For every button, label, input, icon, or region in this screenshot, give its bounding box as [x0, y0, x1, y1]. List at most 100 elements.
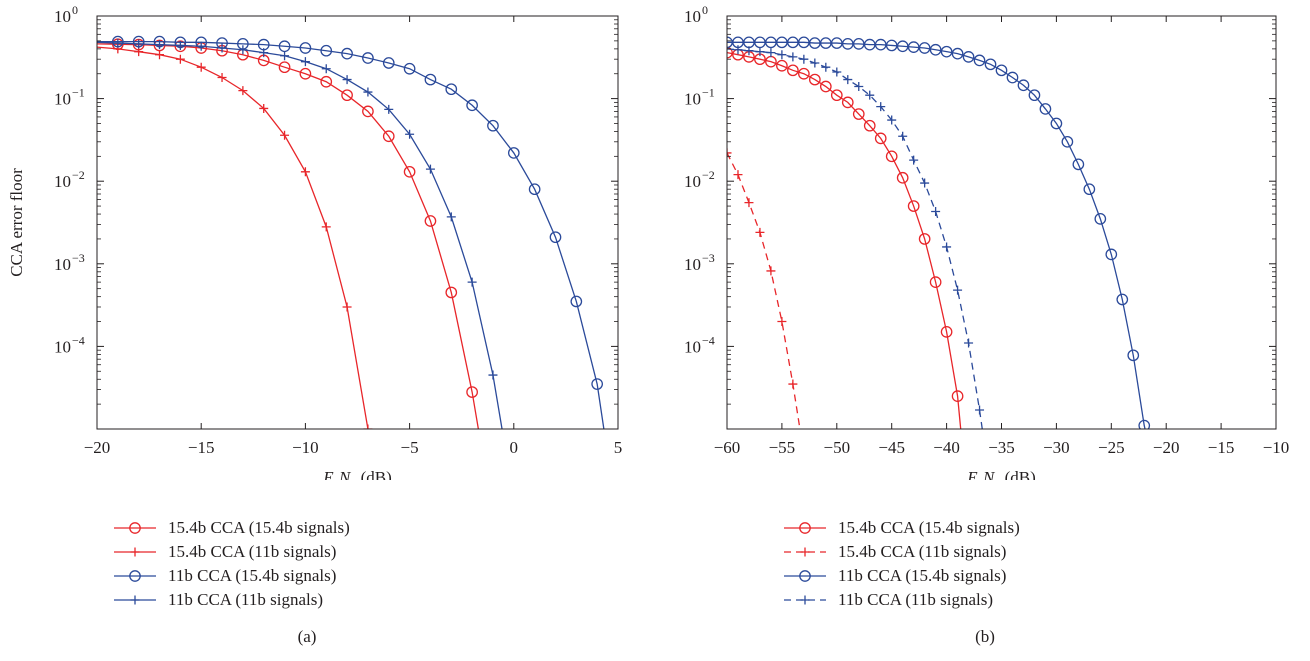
data-point: [1105, 248, 1118, 261]
data-point: [1116, 293, 1129, 306]
data-point: [1127, 349, 1140, 362]
y-tick-label: 10: [684, 90, 701, 109]
data-point: [424, 73, 437, 86]
data-point: [940, 326, 953, 338]
series-line: [727, 41, 1146, 429]
x-tick-label: −50: [824, 438, 851, 457]
data-point: [788, 379, 798, 389]
data-point: [134, 39, 144, 49]
data-point: [570, 295, 583, 308]
series-1: [97, 38, 480, 429]
data-point: [887, 115, 897, 125]
data-point: [238, 45, 248, 55]
data-point: [995, 64, 1008, 77]
x-tick-label: −30: [1043, 438, 1070, 457]
data-point: [1072, 158, 1085, 171]
data-point: [175, 54, 185, 64]
series-line: [97, 41, 503, 429]
data-point: [929, 276, 942, 288]
legend-label: 15.4b CCA (11b signals): [168, 542, 337, 561]
data-point: [810, 58, 820, 68]
data-point: [488, 370, 498, 380]
data-point: [405, 129, 415, 139]
data-point: [280, 130, 290, 140]
legend-marker: [129, 570, 141, 582]
legend-item: 15.4b CCA (11b signals): [782, 541, 1006, 563]
data-point: [832, 67, 842, 77]
legend-label: 15.4b CCA (15.4b signals): [168, 518, 350, 537]
data-point: [1017, 79, 1030, 92]
data-point: [155, 50, 165, 60]
legend-swatch: [114, 570, 156, 582]
series-1: [727, 46, 964, 429]
data-point: [964, 338, 974, 348]
data-point: [1061, 135, 1074, 148]
data-point: [363, 87, 373, 97]
y-tick-exponent: −2: [702, 168, 715, 182]
data-point: [300, 57, 310, 67]
data-point: [896, 171, 909, 184]
data-point: [885, 150, 898, 163]
data-point: [909, 155, 919, 165]
data-point: [1083, 183, 1096, 196]
series-line: [727, 48, 983, 429]
data-point: [744, 46, 754, 56]
legend-marker: [129, 522, 141, 534]
data-point: [907, 200, 920, 212]
x-tick-label: 0: [510, 438, 519, 457]
data-point: [217, 43, 227, 53]
data-point: [403, 165, 416, 178]
y-tick-exponent: −1: [702, 86, 715, 100]
data-point: [920, 178, 930, 188]
y-tick-label: 10: [684, 7, 701, 26]
data-point: [951, 390, 964, 402]
data-point: [549, 231, 562, 244]
legend-swatch: [784, 522, 826, 534]
y-tick-label: 10: [54, 337, 71, 356]
y-tick-label: 10: [54, 90, 71, 109]
legend-item: 15.4b CCA (11b signals): [112, 541, 336, 563]
x-tick-label: −55: [769, 438, 796, 457]
data-point: [1006, 71, 1019, 84]
data-point: [808, 73, 821, 86]
x-tick-label: −15: [188, 438, 215, 457]
y-tick-label: 10: [54, 172, 71, 191]
data-point: [217, 73, 227, 83]
legend-marker: [799, 570, 811, 582]
data-point: [382, 57, 395, 69]
y-tick-exponent: −3: [702, 251, 715, 265]
data-point: [196, 41, 206, 51]
data-point: [918, 233, 931, 245]
data-point: [134, 47, 144, 57]
data-point: [466, 386, 478, 398]
data-point: [342, 75, 352, 85]
data-point: [821, 62, 831, 72]
data-point: [830, 89, 843, 102]
legend-marker: [799, 522, 811, 534]
legend-item: 11b CCA (15.4b signals): [112, 565, 336, 587]
data-point: [951, 47, 964, 60]
legend-marker: [800, 595, 810, 605]
x-tick-label: −15: [1208, 438, 1235, 457]
data-point: [874, 132, 887, 145]
data-point: [300, 167, 310, 177]
legend-label: 15.4b CCA (15.4b signals): [838, 518, 1020, 537]
legend-item: 11b CCA (11b signals): [782, 589, 993, 611]
series-3: [727, 36, 1151, 429]
legend-label: 11b CCA (15.4b signals): [838, 566, 1007, 585]
data-point: [727, 46, 733, 59]
x-axis-label: EcN0 (dB): [966, 468, 1035, 480]
data-point: [733, 170, 743, 180]
legend-item: 15.4b CCA (15.4b signals): [112, 517, 350, 539]
data-point: [342, 302, 352, 312]
data-point: [278, 61, 291, 74]
x-tick-label: −35: [988, 438, 1015, 457]
x-tick-label: −40: [933, 438, 960, 457]
data-point: [776, 59, 788, 72]
data-point: [320, 44, 333, 57]
legend-swatch: [114, 595, 156, 605]
data-point: [299, 42, 312, 54]
data-point: [363, 424, 373, 429]
data-point: [984, 58, 997, 71]
